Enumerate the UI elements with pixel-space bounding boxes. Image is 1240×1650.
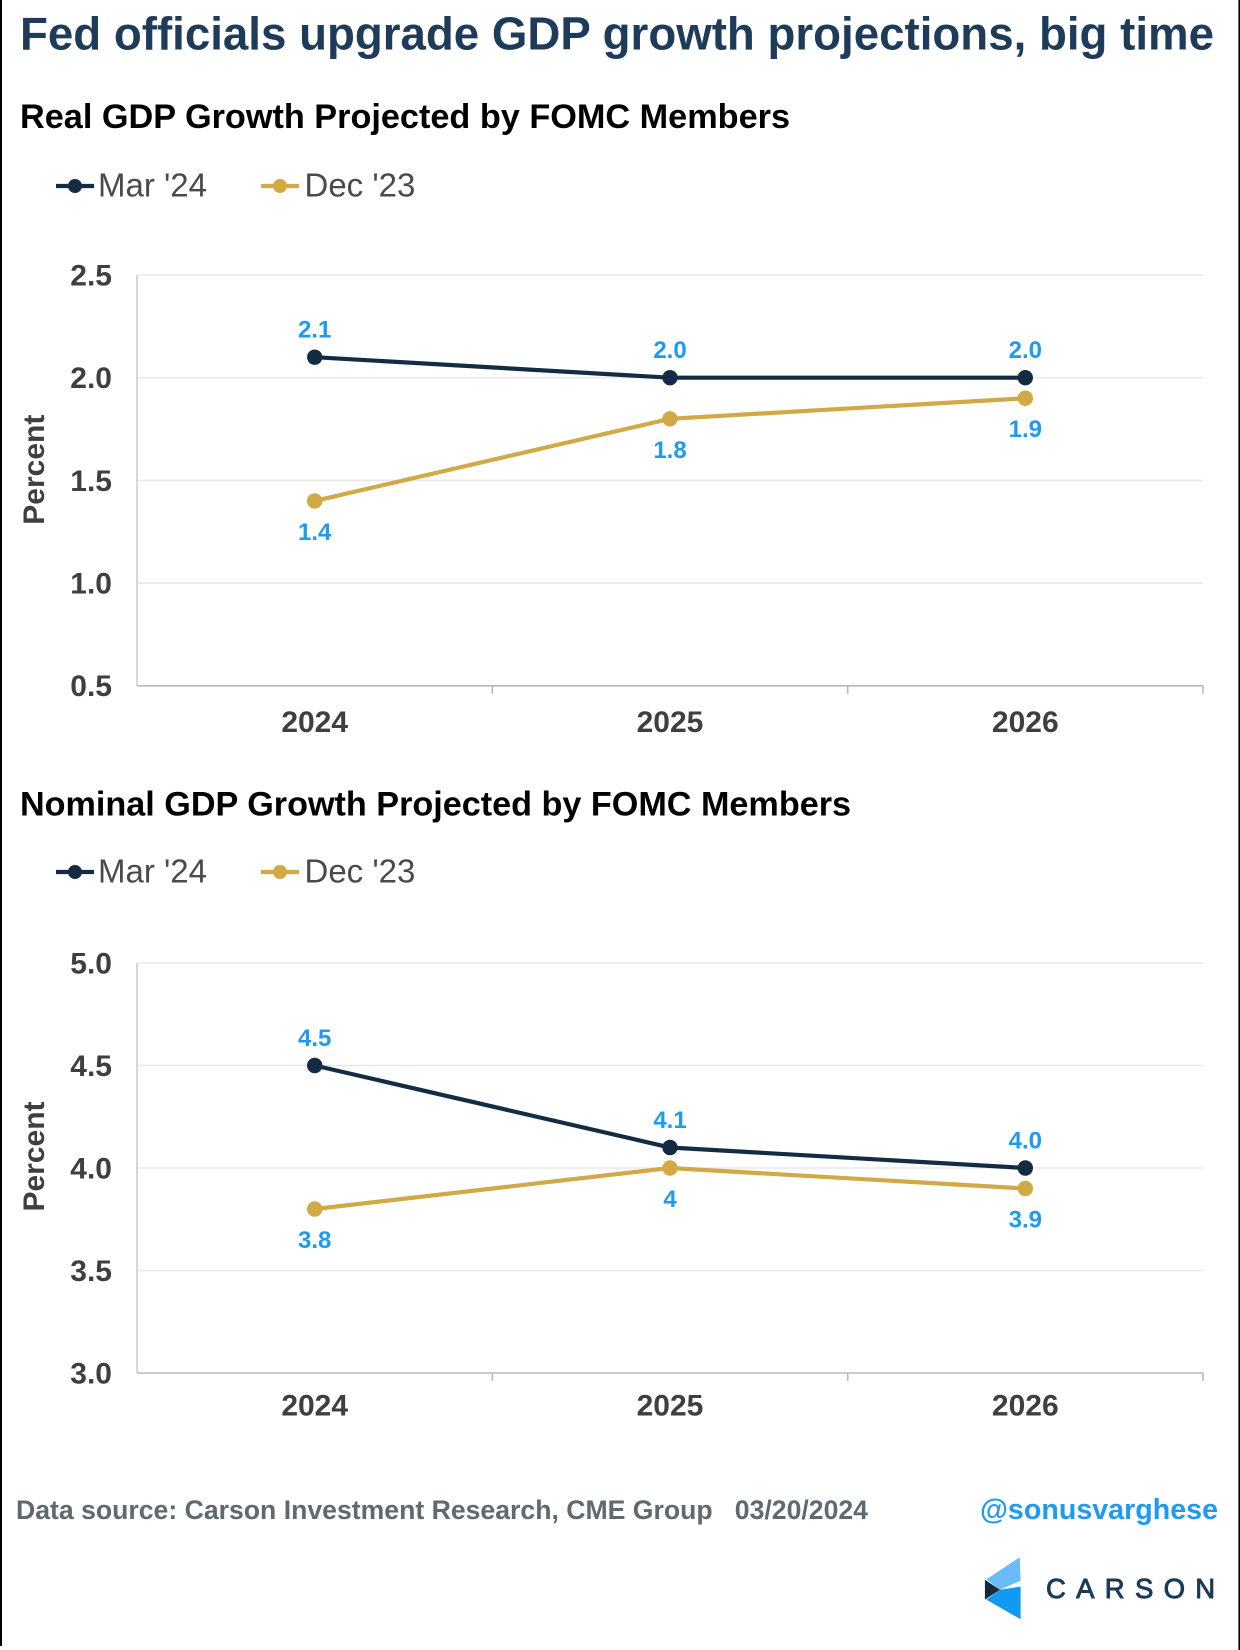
svg-text:1.4: 1.4 [298, 519, 332, 546]
svg-text:4.1: 4.1 [653, 1107, 686, 1134]
svg-text:Mar '24: Mar '24 [98, 167, 207, 204]
svg-text:2025: 2025 [637, 1389, 704, 1422]
svg-text:Dec '23: Dec '23 [305, 167, 416, 204]
svg-text:2.0: 2.0 [70, 362, 112, 395]
svg-text:2026: 2026 [992, 706, 1059, 739]
svg-text:5.0: 5.0 [70, 947, 112, 980]
svg-text:1.5: 1.5 [70, 465, 112, 498]
svg-text:2024: 2024 [281, 706, 348, 739]
svg-text:Dec '23: Dec '23 [305, 853, 416, 890]
svg-text:0.5: 0.5 [70, 670, 112, 703]
svg-text:2.5: 2.5 [70, 259, 112, 292]
svg-text:@sonusvarghese: @sonusvarghese [980, 1494, 1218, 1526]
svg-text:1.9: 1.9 [1009, 416, 1042, 443]
svg-text:2.1: 2.1 [298, 317, 331, 344]
svg-text:Data source: Carson Investment: Data source: Carson Investment Research,… [16, 1495, 868, 1525]
svg-text:Nominal GDP Growth Projected b: Nominal GDP Growth Projected by FOMC Mem… [20, 786, 851, 824]
svg-text:1.0: 1.0 [70, 568, 112, 601]
svg-text:3.5: 3.5 [70, 1255, 112, 1288]
svg-text:CARSON: CARSON [1046, 1573, 1225, 1604]
svg-text:4.5: 4.5 [298, 1025, 331, 1052]
svg-text:2026: 2026 [992, 1389, 1059, 1422]
svg-text:4: 4 [663, 1186, 677, 1213]
svg-text:2024: 2024 [281, 1389, 348, 1422]
svg-text:1.8: 1.8 [653, 437, 686, 464]
svg-text:3.9: 3.9 [1009, 1207, 1042, 1234]
svg-text:Mar '24: Mar '24 [98, 853, 207, 890]
svg-text:2.0: 2.0 [1009, 337, 1042, 364]
svg-text:3.8: 3.8 [298, 1227, 331, 1254]
svg-text:2025: 2025 [637, 706, 704, 739]
svg-text:4.5: 4.5 [70, 1050, 112, 1083]
svg-text:Real GDP Growth Projected by F: Real GDP Growth Projected by FOMC Member… [20, 98, 790, 136]
svg-text:Percent: Percent [18, 415, 51, 525]
svg-text:3.0: 3.0 [70, 1357, 112, 1390]
svg-text:Fed officials upgrade GDP grow: Fed officials upgrade GDP growth project… [20, 7, 1214, 59]
svg-text:4.0: 4.0 [70, 1152, 112, 1185]
svg-text:2.0: 2.0 [653, 337, 686, 364]
svg-text:4.0: 4.0 [1009, 1128, 1042, 1155]
svg-text:Percent: Percent [18, 1101, 51, 1211]
